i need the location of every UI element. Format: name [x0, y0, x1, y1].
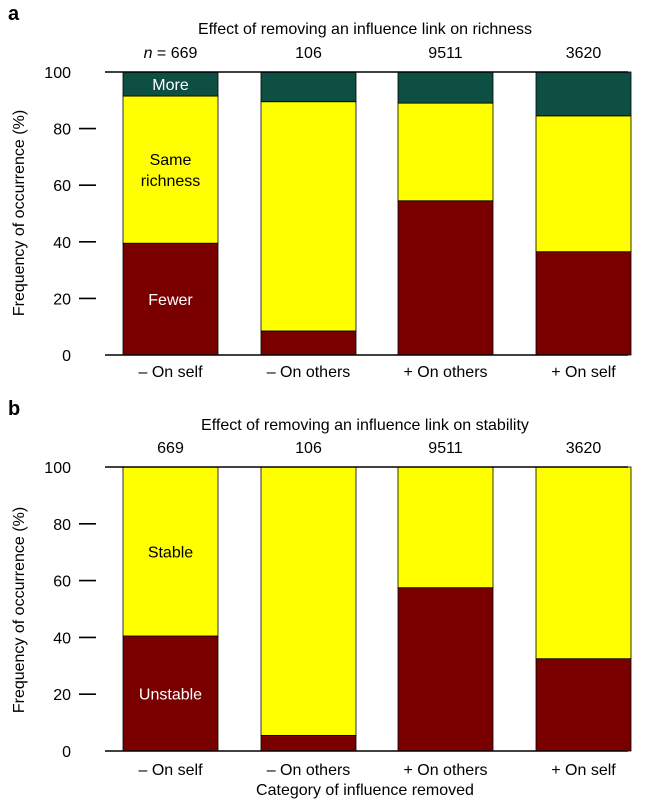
y-tick-label-a-0: 0 [62, 348, 71, 365]
series-label-a-more: More [152, 77, 189, 94]
bar-a-more-1 [122, 71, 219, 97]
bar-a-same-richness-4 [535, 115, 632, 253]
x-tick-label-b-1: – On self [138, 762, 203, 779]
bar-b-unstable-3 [397, 587, 494, 752]
y-tick-label-a-20: 20 [53, 291, 71, 308]
y-tick-label-a-40: 40 [53, 235, 71, 252]
bar-a-more-2 [260, 71, 357, 103]
bar-a-same-richness-1 [122, 95, 219, 244]
series-label-a-same-richness: richness [141, 173, 201, 190]
bar-a-fewer-1 [122, 242, 219, 356]
y-tick-label-b-40: 40 [53, 630, 71, 647]
y-axis-title-a: Frequency of occurrence (%) [11, 110, 28, 316]
y-tick-label-a-80: 80 [53, 122, 71, 139]
bar-b-stable-3 [397, 466, 494, 589]
x-tick-label-a-3: + On others [403, 364, 487, 381]
bar-a-fewer-3 [397, 200, 494, 356]
bar-a-fewer-4 [535, 251, 632, 356]
panel-title-b: Effect of removing an influence link on … [201, 417, 529, 434]
bar-b-stable-4 [535, 466, 632, 660]
bar-b-stable-2 [260, 466, 357, 736]
n-label-b-2: 106 [295, 440, 322, 457]
n-label-a-2: 106 [295, 45, 322, 62]
y-tick-label-b-20: 20 [53, 687, 71, 704]
chart-panel-a: Fewer Same richness More 0 20 40 60 80 100 n = 669… [44, 45, 632, 381]
bar-a-fewer-2 [260, 330, 357, 356]
x-tick-label-b-2: – On others [267, 762, 351, 779]
bar-b-unstable-2 [260, 734, 357, 752]
panel-label-b: b [8, 398, 20, 420]
series-label-b-unstable: Unstable [139, 686, 202, 703]
x-tick-label-a-2: – On others [267, 364, 351, 381]
x-tick-label-a-1: – On self [138, 364, 203, 381]
y-axis-title-b: Frequency of occurrence (%) [11, 507, 28, 713]
y-tick-label-b-100: 100 [44, 460, 71, 477]
chart-panel-b: Unstable Stable 0 20 40 60 80 100 669 106 9511 3620… [44, 440, 632, 779]
y-tick-label-b-60: 60 [53, 574, 71, 591]
series-label-a-same-richness: Same [150, 152, 192, 169]
panel-label-a: a [8, 3, 20, 25]
x-tick-label-a-4: + On self [551, 364, 616, 381]
panel-title-a: Effect of removing an influence link on … [198, 21, 532, 38]
n-label-a-4: 3620 [566, 45, 602, 62]
n-label-a-3: 9511 [428, 45, 463, 62]
bar-a-same-richness-3 [397, 102, 494, 202]
series-label-b-stable: Stable [148, 544, 193, 561]
x-axis-title: Category of influence removed [256, 782, 474, 799]
y-tick-label-a-100: 100 [44, 65, 71, 82]
n-label-b-1: 669 [157, 440, 184, 457]
n-label-b-4: 3620 [566, 440, 602, 457]
bar-b-unstable-4 [535, 658, 632, 752]
y-tick-label-b-0: 0 [62, 744, 71, 761]
bar-a-more-4 [535, 71, 632, 117]
bar-a-same-richness-2 [260, 101, 357, 332]
x-tick-label-b-3: + On others [403, 762, 487, 779]
y-tick-label-a-60: 60 [53, 178, 71, 195]
y-tick-label-b-80: 80 [53, 517, 71, 534]
bar-b-unstable-1 [122, 635, 219, 752]
x-tick-label-b-4: + On self [551, 762, 616, 779]
n-label-a-1: n = 669 [144, 45, 198, 62]
n-label-b-3: 9511 [428, 440, 463, 457]
bar-a-more-3 [397, 71, 494, 104]
series-label-a-fewer: Fewer [148, 292, 193, 309]
